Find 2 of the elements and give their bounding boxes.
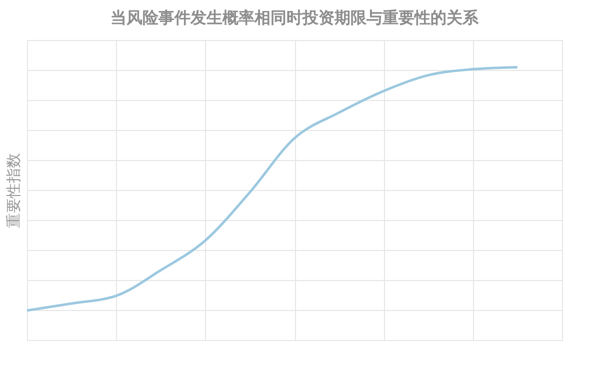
- chart-title: 当风险事件发生概率相同时投资期限与重要性的关系: [110, 8, 480, 27]
- y-axis-title: 重要性指数: [4, 153, 22, 228]
